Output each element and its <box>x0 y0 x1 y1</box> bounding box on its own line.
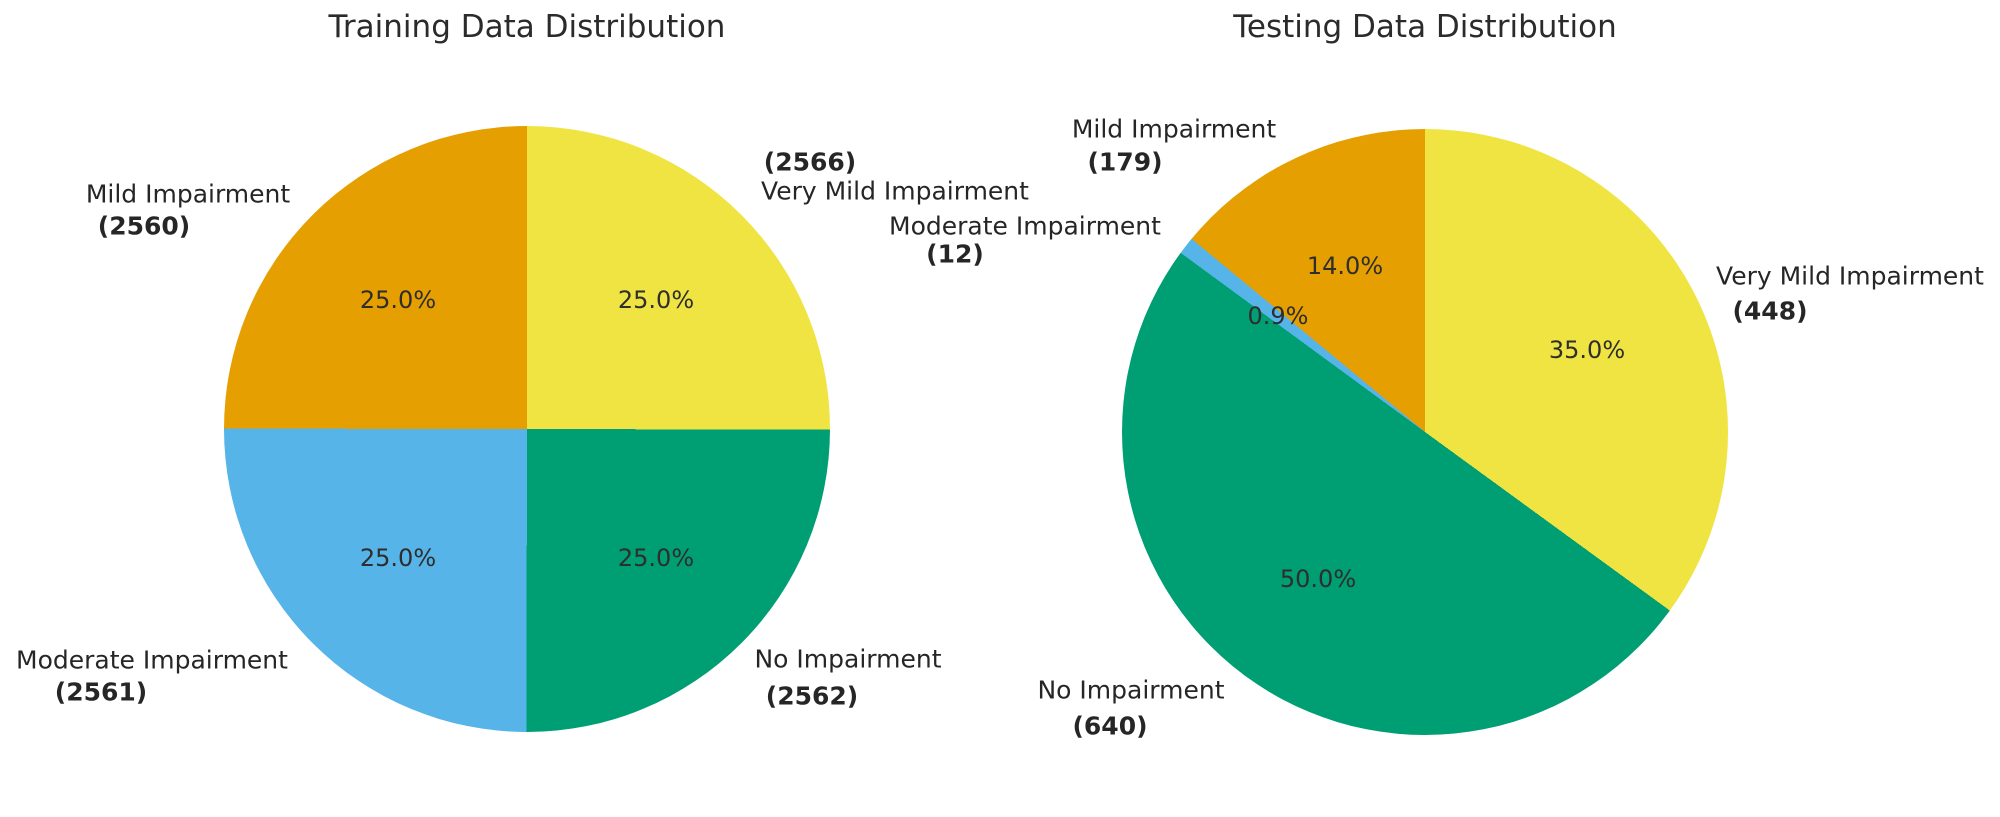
testing-slice-count-very-mild: (448) <box>1732 296 1808 326</box>
testing-slice-count-no-impairment: (640) <box>1072 711 1148 741</box>
testing-slice-label-moderate: Moderate Impairment <box>889 211 1161 241</box>
training-slice-count-moderate: (2561) <box>54 677 148 707</box>
training-slice-label-mild: Mild Impairment <box>85 179 291 209</box>
training-pct-label-very-mild: 25.0% <box>617 286 695 314</box>
training-slice-count-no-impairment: (2562) <box>765 681 859 711</box>
testing-chart-title: Testing Data Distribution <box>1233 9 1617 45</box>
testing-slice-label-no-impairment: No Impairment <box>1037 675 1225 705</box>
training-pie-chart <box>224 126 830 732</box>
training-slice-count-mild: (2560) <box>97 211 191 241</box>
testing-slice-label-very-mild: Very Mild Impairment <box>1716 261 1984 291</box>
testing-pct-label-moderate: 0.9% <box>1247 302 1309 330</box>
testing-slice-count-moderate: (12) <box>926 239 984 269</box>
testing-slice-label-mild: Mild Impairment <box>1071 114 1277 144</box>
testing-pie-chart <box>1122 129 1728 735</box>
testing-pct-label-very-mild: 35.0% <box>1548 336 1626 364</box>
training-slice-label-no-impairment: No Impairment <box>754 644 942 674</box>
training-slice-count-very-mild: (2566) <box>763 147 857 177</box>
training-chart-title: Training Data Distribution <box>328 9 726 45</box>
testing-slice-count-mild: (179) <box>1087 147 1163 177</box>
training-slice-label-very-mild: Very Mild Impairment <box>761 176 1029 206</box>
testing-pct-label-no-impairment: 50.0% <box>1279 565 1357 593</box>
training-slice-label-moderate: Moderate Impairment <box>16 645 288 675</box>
training-pct-label-mild: 25.0% <box>359 286 437 314</box>
testing-pct-label-mild: 14.0% <box>1306 252 1384 280</box>
training-pct-label-moderate: 25.0% <box>359 544 437 572</box>
training-pct-label-no-impairment: 25.0% <box>617 544 695 572</box>
